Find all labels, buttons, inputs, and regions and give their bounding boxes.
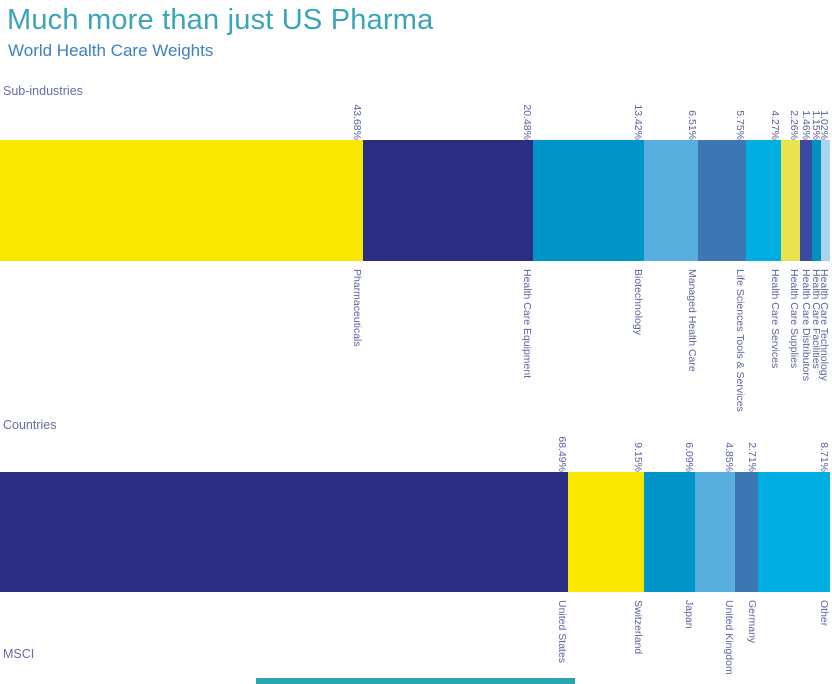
percent-labels-row: 68.49% 9.15% 6.09% 4.85% 2.71% 8.71%	[0, 426, 830, 472]
segment-percent-label: 9.15%	[632, 442, 645, 472]
bar-segment	[799, 140, 812, 261]
bar-segment	[568, 472, 645, 592]
segment-category-label: United Kingdom	[723, 600, 736, 675]
segment-category-label: Managed Health Care	[685, 269, 698, 372]
segment-percent-label: 1.02%	[818, 110, 830, 140]
segment-category-label: Japan	[682, 600, 695, 629]
bar-segment	[362, 140, 533, 261]
segment-category-label: Biotechnology	[631, 269, 644, 335]
category-labels-row: United States Switzerland Japan United King…	[0, 596, 830, 684]
category-labels-row: Pharmaceuticals Health Care Equipment Biot…	[0, 265, 830, 435]
segment-category-label: Germany	[745, 600, 758, 644]
segment-percent-label: 68.49%	[556, 436, 569, 472]
bar-segment	[735, 472, 758, 592]
stacked-bar	[0, 472, 830, 592]
segment-category-label: Health Care Technology	[818, 269, 830, 381]
segment-percent-label: 6.09%	[682, 442, 695, 472]
segment-percent-label: 6.51%	[685, 110, 698, 140]
section-label: Countries	[3, 418, 57, 432]
segment-percent-label: 5.75%	[733, 110, 746, 140]
segment-category-label: Health Care Services	[769, 269, 782, 369]
segment-category-label: Health Care Equipment	[520, 269, 533, 379]
segment-percent-label: 8.71%	[818, 442, 830, 472]
bar-segment	[694, 472, 736, 592]
bar-segment	[781, 140, 800, 261]
segment-category-label: Switzerland	[632, 600, 645, 655]
source-label: MSCI	[3, 647, 35, 661]
bar-segment	[697, 140, 746, 261]
chart-subtitle: World Health Care Weights	[8, 41, 214, 60]
bar-segment	[757, 472, 830, 592]
segment-category-label: Other	[818, 600, 830, 627]
segment-percent-label: 13.42%	[631, 104, 644, 140]
segment-category-label: Health Care Supplies	[787, 269, 800, 369]
footer-accent-bar	[256, 678, 575, 684]
segment-percent-label: 4.85%	[723, 442, 736, 472]
segment-percent-label: 2.26%	[787, 110, 800, 140]
segment-category-label: Pharmaceuticals	[350, 269, 363, 347]
bar-segment	[745, 140, 782, 261]
bar-segment	[0, 140, 363, 261]
segment-percent-label: 43.68%	[350, 104, 363, 140]
segment-category-label: United States	[556, 600, 569, 664]
bar-segment	[532, 140, 644, 261]
bar-segment	[643, 140, 698, 261]
chart-title: Much more than just US Pharma	[7, 4, 434, 36]
bar-segment	[644, 472, 695, 592]
segment-percent-label: 4.27%	[769, 110, 782, 140]
segment-percent-label: 20.48%	[520, 104, 533, 140]
bar-segment	[0, 472, 569, 592]
segment-category-label: Life Sciences Tools & Services	[733, 269, 746, 412]
stacked-bar	[0, 140, 830, 261]
segment-percent-label: 2.71%	[745, 442, 758, 472]
section-label: Sub-industries	[3, 84, 83, 98]
bar-segment	[821, 140, 830, 261]
percent-labels-row: 43.68% 20.48% 13.42% 6.51% 5.75% 4.27% 2.26% 1.…	[0, 94, 830, 140]
bar-segment	[811, 140, 822, 261]
